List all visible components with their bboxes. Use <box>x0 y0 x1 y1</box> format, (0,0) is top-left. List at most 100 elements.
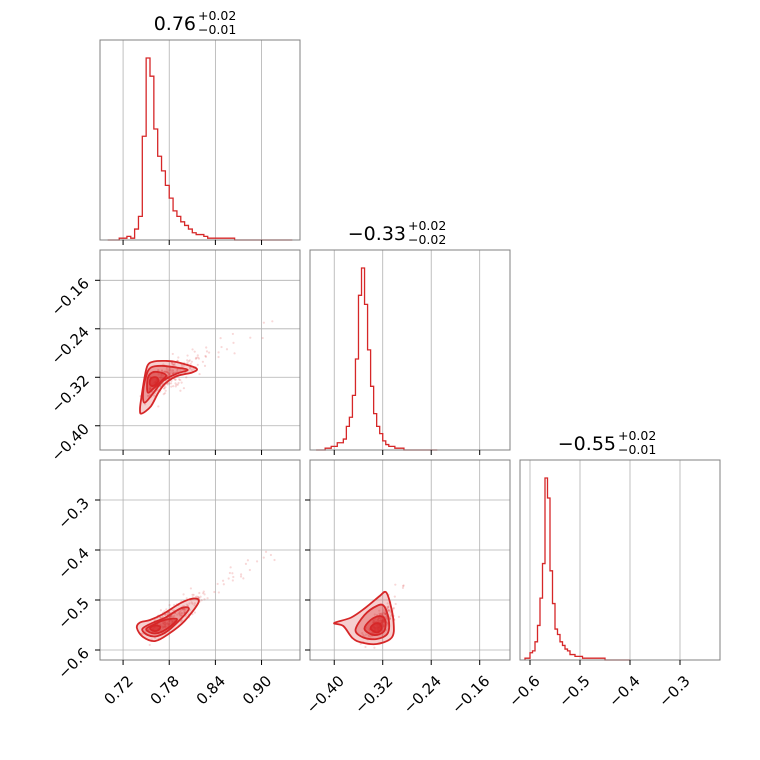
sample-point <box>382 619 385 622</box>
sample-point <box>249 336 252 339</box>
sample-point <box>203 593 206 596</box>
sample-point <box>221 579 225 582</box>
sample-point <box>378 616 381 619</box>
joint-panel-1-2: −0.40 −0.32 −0.24 −0.16 <box>303 459 511 717</box>
sample-point <box>162 393 165 396</box>
sample-point <box>186 359 189 362</box>
sample-point <box>402 584 405 587</box>
sample-point <box>384 612 387 616</box>
sample-point <box>172 609 175 612</box>
sample-point <box>382 613 385 616</box>
sample-point <box>179 613 182 616</box>
sample-point <box>381 620 385 624</box>
sample-point <box>164 621 167 624</box>
sample-point <box>169 369 172 372</box>
sample-point <box>170 362 173 365</box>
density-contours <box>139 359 198 415</box>
sample-point <box>159 376 162 379</box>
sample-point <box>172 619 175 623</box>
sample-point <box>172 372 175 375</box>
sample-point <box>196 595 199 598</box>
sample-point <box>384 612 387 615</box>
sample-point <box>157 373 160 376</box>
sample-point <box>185 603 189 606</box>
sample-point <box>159 616 162 619</box>
sample-point <box>381 621 384 624</box>
sample-point <box>181 608 184 611</box>
sample-point <box>181 612 184 615</box>
panel-frame <box>99 39 301 241</box>
sample-point <box>175 369 179 372</box>
sample-point <box>386 623 389 626</box>
x-tick-label: −0.24 <box>400 672 445 717</box>
sample-point <box>225 348 229 351</box>
marginal-panel-0: 0.76 +0.02−0.01 <box>99 8 301 245</box>
sample-point <box>182 593 185 596</box>
sample-point <box>381 620 384 623</box>
y-tick-label: −0.3 <box>54 494 92 532</box>
sample-point <box>167 622 171 625</box>
sample-point <box>169 616 172 619</box>
sample-point <box>179 609 182 612</box>
sample-point <box>190 368 193 372</box>
sample-point <box>164 613 167 617</box>
sample-point <box>148 643 151 647</box>
sample-point <box>382 620 385 624</box>
sample-point <box>188 366 192 369</box>
sample-point <box>382 618 385 621</box>
sample-point <box>205 346 208 349</box>
sample-point <box>164 370 167 373</box>
sample-point <box>205 350 209 353</box>
sample-point <box>193 611 196 614</box>
marginal-panel-1: −0.33 +0.02−0.02 <box>309 218 511 455</box>
sample-point <box>239 575 243 578</box>
sample-point <box>201 360 204 363</box>
sample-point <box>217 355 220 359</box>
sample-point <box>162 623 165 626</box>
sample-point <box>382 621 385 624</box>
sample-point <box>189 362 192 365</box>
sample-point <box>239 573 243 576</box>
sample-point <box>163 620 167 624</box>
sample-point <box>387 609 390 612</box>
sample-point <box>384 613 388 616</box>
sample-point <box>372 619 376 623</box>
sample-point <box>167 620 171 623</box>
sample-point <box>190 360 193 363</box>
sample-point <box>246 559 249 562</box>
sample-point <box>203 598 206 601</box>
sample-point <box>197 596 200 599</box>
sample-point <box>382 611 385 614</box>
sample-point <box>188 602 191 605</box>
sample-point <box>168 615 172 618</box>
sample-point <box>166 383 169 386</box>
sample-point <box>163 387 166 390</box>
sample-point <box>382 624 385 627</box>
sample-point <box>168 373 171 376</box>
sample-point <box>179 378 182 382</box>
sample-point <box>380 612 383 615</box>
sample-point <box>385 617 388 620</box>
sample-point <box>379 612 382 616</box>
sample-point <box>172 371 175 375</box>
panel-frame <box>519 459 721 661</box>
sample-point <box>386 606 389 609</box>
sample-point <box>144 403 147 406</box>
sample-point <box>192 593 195 596</box>
sample-point <box>162 621 165 624</box>
sample-point <box>373 613 376 616</box>
sample-point <box>382 625 385 628</box>
sample-point <box>271 320 274 323</box>
marginal-title-lower-error: −0.01 <box>618 442 656 457</box>
sample-point <box>193 602 197 605</box>
sample-point <box>378 609 381 612</box>
marginal-title-lower-error: −0.01 <box>198 22 236 37</box>
sample-point <box>148 387 151 391</box>
sample-point <box>170 370 173 373</box>
joint-panel-0-1: −0.40−0.32−0.24−0.16 <box>48 249 301 465</box>
sample-point <box>178 378 181 381</box>
marginal-title-value: −0.55 <box>558 433 616 455</box>
sample-point <box>164 625 168 628</box>
sample-point <box>178 610 181 614</box>
sample-point <box>164 623 167 626</box>
